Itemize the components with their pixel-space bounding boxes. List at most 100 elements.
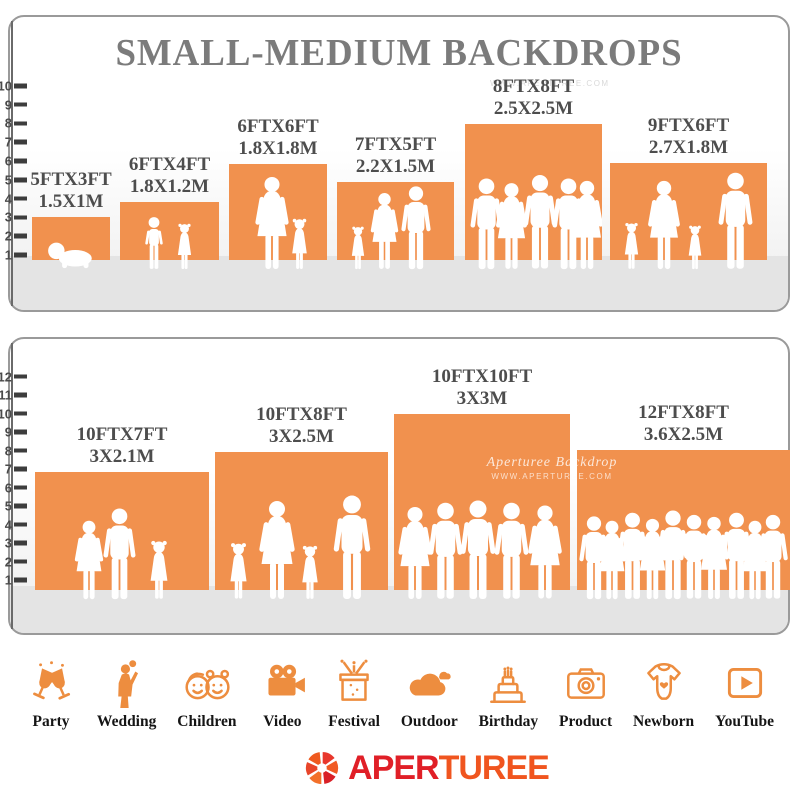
people-silhouettes <box>579 510 789 600</box>
ruler-tick: 10 <box>0 406 27 421</box>
ruler-line <box>11 21 13 306</box>
ruler-tick: 1 <box>0 248 27 263</box>
ruler-tick: 8 <box>0 443 27 458</box>
onesie-icon <box>646 663 681 700</box>
ruler-tick-label: 8 <box>4 443 12 458</box>
page-title: SMALL-MEDIUM BACKDROPS <box>115 32 683 74</box>
ruler-tick-mark <box>14 448 27 453</box>
ruler-tick-label: 10 <box>0 78 12 94</box>
backdrop-8x8ft: 8FTX8FT 2.5X2.5M <box>465 76 602 270</box>
ruler-tick: 4 <box>0 191 27 206</box>
ruler-tick-mark <box>14 411 27 416</box>
ruler-tick-label: 1 <box>4 572 12 588</box>
top-size-panel: SMALL-MEDIUM BACKDROPS WWW.APERTUREE.COM… <box>0 15 790 312</box>
category-label: Birthday <box>478 713 539 730</box>
backdrop-5x3ft: 5FTX3FT 1.5X1M <box>30 169 112 269</box>
backdrop-6x6ft: 6FTX6FT 1.8X1.8M <box>229 116 327 270</box>
ruler-tick-mark <box>14 429 27 435</box>
ruler-tick-mark <box>14 215 27 220</box>
ruler-tick-mark <box>14 158 27 164</box>
backdrop-size-label: 10FTX7FT 3X2.1M <box>76 424 168 467</box>
ruler-tick-mark <box>14 196 27 201</box>
ruler-tick: 11 <box>0 388 27 403</box>
cake-icon <box>490 666 527 703</box>
ruler-tick-mark <box>14 374 27 379</box>
people-silhouettes <box>398 500 563 600</box>
backdrop-size-label: 5FTX3FT 1.5X1M <box>30 169 112 212</box>
ruler-tick-label: 12 <box>0 369 12 384</box>
backdrop-size-label: 10FTX8FT 3X2.5M <box>256 404 347 447</box>
category-label: Party <box>32 713 70 730</box>
ruler-tick-mark <box>14 139 27 145</box>
ruler-tick: 2 <box>0 229 27 244</box>
gift-icon <box>339 659 369 701</box>
ruler-tick: 6 <box>0 480 27 495</box>
ruler-tick: 12 <box>0 369 27 384</box>
ruler-tick-label: 6 <box>4 480 12 495</box>
ruler-tick: 10 <box>0 78 27 93</box>
ruler-tick: 7 <box>0 135 27 150</box>
ruler-tick: 8 <box>0 116 27 131</box>
backdrop-6x4ft: 6FTX4FT 1.8X1.2M <box>120 154 219 270</box>
people-silhouettes <box>230 495 371 599</box>
category-label: Product <box>559 713 613 730</box>
people-silhouettes <box>74 508 168 600</box>
ruler-tick-mark <box>14 102 27 107</box>
ruler-tick-label: 7 <box>4 461 12 477</box>
floor-strip <box>10 586 788 633</box>
bottom-size-panel: 10FTX7FT 3X2.1M 10FTX8FT 3X2.5M 10FTX10F… <box>0 337 790 635</box>
ruler-tick: 9 <box>0 425 27 440</box>
ruler-tick-label: 5 <box>4 172 12 188</box>
ruler-tick: 3 <box>0 536 27 551</box>
brand-logo: APERTUREE <box>25 747 800 789</box>
backdrop-size-label: 7FTX5FT 2.2X1.5M <box>354 134 437 177</box>
ruler-tick-label: 2 <box>4 554 12 569</box>
category-wedding: Wedding <box>97 658 156 731</box>
ruler-tick-mark <box>14 485 27 490</box>
ruler-tick-label: 10 <box>0 406 12 421</box>
ruler-tick: 3 <box>0 210 27 225</box>
backdrop-9x6ft: 9FTX6FT 2.7X1.8M <box>610 115 767 270</box>
ruler-tick-label: 6 <box>4 153 12 169</box>
category-label: Wedding <box>96 713 157 730</box>
category-product: Product <box>559 658 612 731</box>
backdrop-12x8ft: 12FTX8FT 3.6X2.5M <box>577 402 790 600</box>
backdrop-size-label: 8FTX8FT 2.5X2.5M <box>492 76 575 119</box>
people-silhouettes <box>255 176 307 270</box>
category-label: YouTube <box>715 713 774 730</box>
ruler-tick: 4 <box>0 517 27 532</box>
category-label: Festival <box>328 713 380 730</box>
category-birthday: Birthday <box>479 658 538 731</box>
ruler-tick-mark <box>14 121 27 126</box>
youtube-play-icon <box>727 668 762 698</box>
people-silhouettes <box>145 217 192 270</box>
category-label: Outdoor <box>400 713 458 730</box>
ruler-tick: 1 <box>0 573 27 588</box>
category-children: Children <box>177 658 236 731</box>
ruler-tick: 5 <box>0 499 27 514</box>
camera-icon <box>566 668 605 699</box>
ruler-tick-mark <box>14 540 27 546</box>
ruler-tick-label: 9 <box>4 424 12 440</box>
ruler-tick: 2 <box>0 554 27 569</box>
people-silhouettes <box>48 242 92 269</box>
backdrop-10x10ft: 10FTX10FT 3X3M <box>394 366 570 600</box>
wedding-icon <box>117 660 138 708</box>
ruler-tick-label: 2 <box>4 228 12 244</box>
cloud-icon <box>410 671 451 696</box>
people-silhouettes <box>624 172 753 270</box>
ruler-tick-mark <box>14 233 27 239</box>
category-label: Video <box>263 713 302 730</box>
ruler-tick: 5 <box>0 172 27 187</box>
ruler-tick-mark <box>14 503 27 509</box>
ruler-tick: 6 <box>0 154 27 169</box>
backdrop-size-label: 9FTX6FT 2.7X1.8M <box>647 115 730 158</box>
backdrop-10x7ft: 10FTX7FT 3X2.1M <box>35 424 209 600</box>
brand-name: APERTUREE <box>348 749 550 787</box>
ruler-tick-mark <box>14 522 27 527</box>
backdrop-7x5ft: 7FTX5FT 2.2X1.5M <box>337 134 454 270</box>
category-label: Children <box>177 713 237 730</box>
ruler-tick-mark <box>14 466 27 472</box>
ruler-tick-label: 5 <box>4 498 12 514</box>
category-newborn: Newborn <box>633 658 694 731</box>
